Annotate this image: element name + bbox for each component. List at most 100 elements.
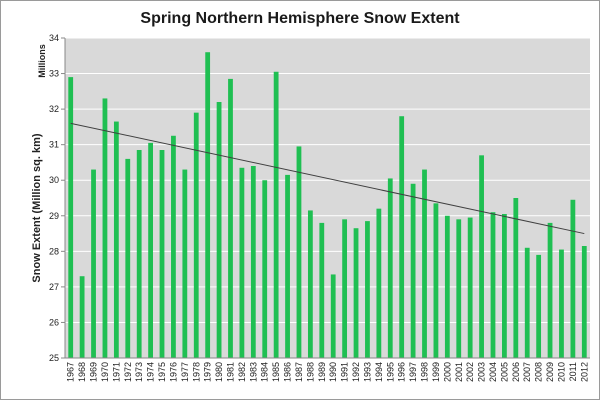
bar	[570, 199, 576, 358]
x-tick-label: 1979	[203, 362, 213, 382]
y-tick-label: 28	[49, 246, 59, 256]
bar	[365, 221, 370, 358]
bar	[79, 276, 85, 358]
x-tick-label: 1984	[260, 362, 270, 382]
bar	[262, 180, 268, 358]
x-tick-label: 1983	[248, 362, 258, 382]
bar	[456, 219, 462, 358]
y-tick-label: 25	[49, 353, 59, 363]
bar	[547, 222, 553, 358]
x-tick-label: 1968	[77, 362, 87, 382]
bar	[513, 198, 519, 358]
y-tick-label: 30	[49, 175, 59, 185]
y-tick-label: 33	[49, 69, 59, 79]
y-tick-label: 27	[49, 282, 59, 292]
x-tick-label: 2003	[477, 362, 487, 382]
x-tick-label: 2000	[442, 362, 452, 382]
bar	[422, 169, 427, 358]
bar	[479, 155, 484, 358]
y-tick-label: 31	[49, 140, 59, 150]
x-tick-label: 1985	[271, 362, 281, 382]
bar	[159, 150, 165, 358]
x-tick-label: 1986	[283, 362, 293, 382]
bar	[182, 169, 188, 358]
bar	[296, 146, 302, 358]
x-tick-label: 1974	[146, 362, 156, 382]
x-tick-label: 1976	[168, 362, 178, 382]
x-tick-label: 1989	[317, 362, 327, 382]
x-tick-label: 1988	[305, 362, 315, 382]
x-tick-label: 2006	[511, 362, 521, 382]
x-tick-label: 1990	[328, 362, 338, 382]
bar	[490, 212, 496, 358]
x-tick-label: 1995	[385, 362, 395, 382]
x-tick-label: 1967	[66, 362, 76, 382]
bar	[285, 174, 290, 358]
x-tick-label: 2009	[545, 362, 555, 382]
bar	[171, 135, 176, 358]
bar	[250, 166, 256, 358]
bar	[205, 52, 211, 358]
bar	[353, 228, 359, 358]
bar	[125, 158, 131, 358]
x-tick-label: 2010	[556, 362, 566, 382]
y-tick-label: 26	[49, 317, 59, 327]
y-tick-label: 32	[49, 104, 59, 114]
x-tick-label: 2011	[568, 362, 578, 381]
bar	[433, 203, 439, 358]
x-tick-label: 1977	[180, 362, 190, 382]
bar	[319, 222, 325, 358]
x-tick-label: 1997	[408, 362, 418, 382]
bar	[467, 217, 473, 358]
y-tick-label: 29	[49, 211, 59, 221]
x-tick-label: 2007	[522, 362, 532, 382]
x-tick-label: 1975	[157, 362, 167, 382]
bar	[136, 150, 142, 358]
bar	[148, 142, 153, 358]
bar	[330, 274, 336, 358]
bar	[444, 215, 450, 358]
x-tick-label: 1991	[340, 362, 350, 382]
bar	[399, 116, 405, 358]
x-tick-label: 2001	[454, 362, 464, 382]
x-tick-label: 1982	[237, 362, 247, 382]
y-tick-label: 34	[49, 33, 59, 43]
bar	[502, 214, 507, 358]
bar	[559, 249, 564, 358]
chart-title: Spring Northern Hemisphere Snow Extent	[140, 10, 460, 27]
x-tick-label: 1998	[420, 362, 430, 382]
x-tick-label: 2005	[499, 362, 509, 382]
bar	[216, 102, 222, 358]
x-tick-label: 1993	[362, 362, 372, 382]
x-tick-label: 2008	[534, 362, 544, 382]
bar	[239, 167, 245, 358]
bar	[524, 247, 530, 358]
x-tick-label: 1981	[225, 362, 235, 382]
x-tick-label: 1969	[89, 362, 99, 382]
x-tick-label: 1987	[294, 362, 304, 382]
bar	[342, 219, 348, 358]
bar	[536, 254, 542, 358]
bar	[68, 77, 74, 358]
x-tick-label: 1996	[397, 362, 407, 382]
trend-line	[70, 122, 585, 235]
x-tick-label: 1999	[431, 362, 441, 382]
bar	[193, 112, 199, 359]
plot-area	[65, 38, 590, 358]
x-tick-label: 1973	[134, 362, 144, 382]
bar	[387, 178, 393, 358]
x-tick-label: 2012	[579, 362, 589, 382]
x-tick-label: 2004	[488, 362, 498, 382]
x-tick-label: 1970	[100, 362, 110, 382]
x-tick-label: 1980	[214, 362, 224, 382]
bar	[113, 121, 119, 358]
x-tick-label: 1971	[111, 362, 121, 382]
x-tick-label: 1978	[191, 362, 201, 382]
bar	[228, 78, 233, 358]
bar	[376, 208, 382, 358]
x-tick-label: 1994	[374, 362, 384, 382]
bar	[307, 210, 313, 358]
bar	[273, 71, 279, 359]
bar	[581, 246, 587, 358]
